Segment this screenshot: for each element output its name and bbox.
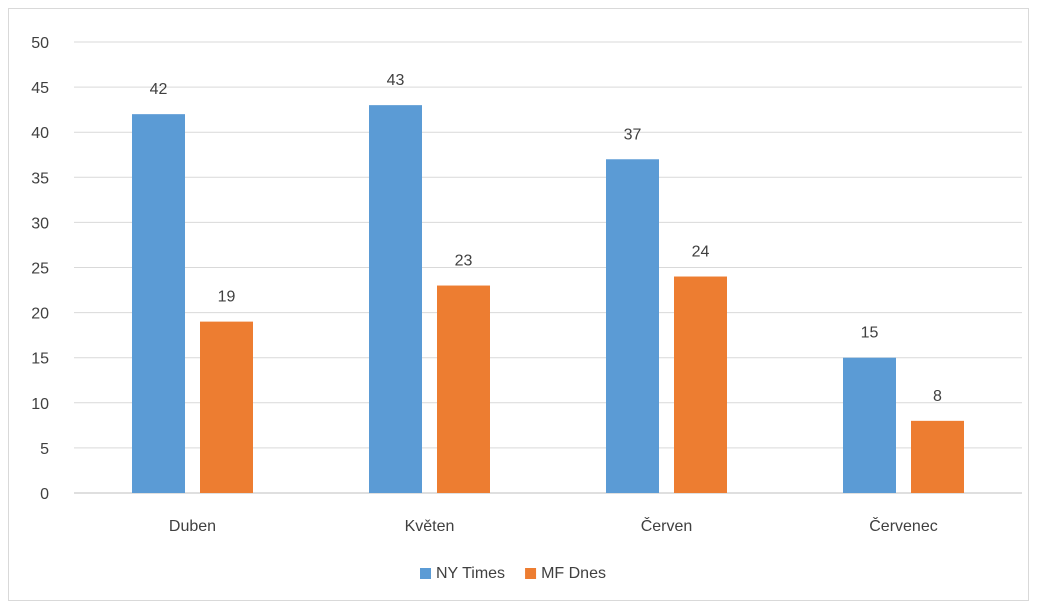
- x-category-label: Červenec: [869, 516, 937, 535]
- bar-ny-times: [369, 105, 422, 493]
- x-category-label: Květen: [405, 518, 455, 535]
- x-axis-category-labels: Duben Květen Červen Červenec: [169, 516, 938, 535]
- y-tick-label: 20: [31, 306, 49, 323]
- y-tick-label: 40: [31, 125, 49, 142]
- y-tick-label: 30: [31, 215, 49, 232]
- y-tick-label: 10: [31, 396, 49, 413]
- y-tick-label: 15: [31, 351, 49, 368]
- legend-swatch: [525, 568, 537, 579]
- y-axis-tick-labels: 0 5 10 15 20 25 30 35 40 45 50: [31, 35, 49, 503]
- x-category-label: Červen: [641, 516, 693, 535]
- y-tick-label: 0: [40, 486, 49, 503]
- y-tick-label: 45: [31, 80, 49, 97]
- legend-label: MF Dnes: [541, 565, 606, 582]
- data-label: 19: [218, 289, 236, 306]
- data-label: 8: [933, 388, 942, 405]
- y-tick-label: 25: [31, 261, 49, 278]
- data-label: 24: [692, 244, 710, 261]
- data-label: 23: [455, 253, 473, 270]
- y-tick-label: 5: [40, 441, 49, 458]
- legend: NY Times MF Dnes: [420, 565, 606, 582]
- data-label: 15: [861, 325, 879, 342]
- y-tick-label: 35: [31, 170, 49, 187]
- legend-label: NY Times: [436, 565, 505, 582]
- bar-mf-dnes: [911, 420, 964, 493]
- legend-swatch: [420, 568, 431, 579]
- x-category-label: Duben: [169, 518, 216, 535]
- bar-ny-times: [606, 159, 659, 493]
- bar-mf-dnes: [200, 321, 253, 493]
- data-label: 43: [387, 72, 405, 89]
- bar-mf-dnes: [674, 276, 727, 493]
- data-label: 37: [624, 126, 642, 143]
- bar-ny-times: [132, 114, 185, 493]
- bar-ny-times: [843, 357, 896, 493]
- y-tick-label: 50: [31, 35, 49, 52]
- bars: [132, 105, 964, 493]
- data-labels: 42 19 43 23 37 24 15 8: [150, 72, 942, 405]
- data-label: 42: [150, 81, 168, 98]
- bar-mf-dnes: [437, 285, 490, 493]
